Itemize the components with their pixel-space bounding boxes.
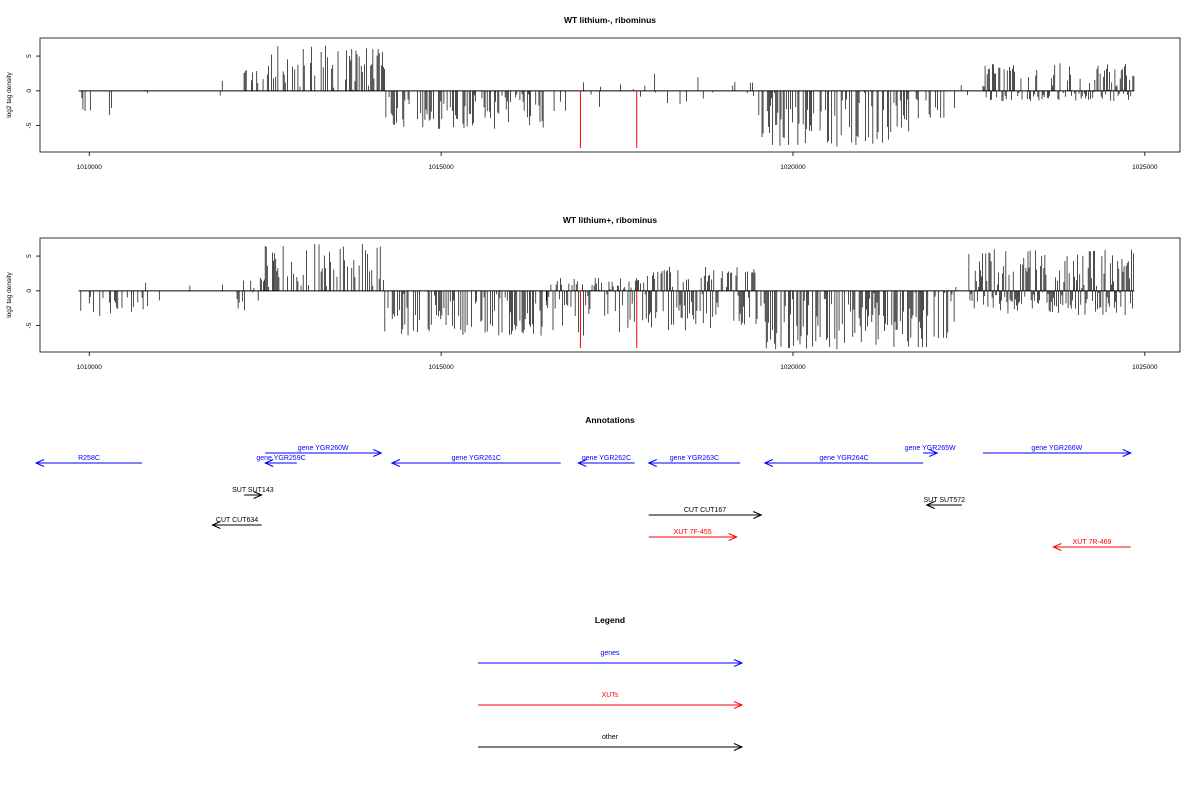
feature-arrow-head bbox=[390, 459, 401, 467]
y-tick-label: 5 bbox=[26, 254, 33, 258]
legend-label: genes bbox=[600, 650, 620, 657]
feature-label: gene YGR265W bbox=[905, 445, 956, 452]
x-tick-label: 1015000 bbox=[428, 364, 454, 371]
legend-label: other bbox=[602, 734, 619, 741]
feature-label: gene YGR260W bbox=[298, 445, 349, 452]
annotations-title: Annotations bbox=[585, 415, 635, 425]
x-tick-label: 1025000 bbox=[1132, 364, 1158, 371]
bar-series bbox=[81, 45, 1135, 147]
feature-arrow bbox=[577, 459, 635, 467]
feature-label: SUT SUT572 bbox=[924, 497, 966, 504]
feature-arrow-head bbox=[34, 459, 45, 467]
y-tick-label: -5 bbox=[26, 122, 33, 128]
legend-arrow bbox=[478, 701, 744, 709]
feature-arrow-head bbox=[647, 459, 657, 467]
x-tick-label: 1010000 bbox=[77, 364, 103, 371]
feature-arrow bbox=[648, 511, 763, 519]
feature-arrow-head bbox=[577, 459, 587, 467]
legend-arrow-head bbox=[733, 659, 744, 667]
feature-arrow bbox=[390, 459, 561, 467]
feature-arrow bbox=[265, 449, 383, 457]
feature-arrow bbox=[647, 459, 741, 467]
feature-arrow bbox=[925, 501, 962, 509]
feature-arrow bbox=[763, 459, 924, 467]
feature-arrow-head bbox=[211, 521, 221, 529]
signal-panel-lithium-plus: WT lithium+, ribominus log2 tag density … bbox=[6, 215, 1181, 371]
legend: Legend genes XUTs other bbox=[478, 615, 744, 751]
feature-arrow-head bbox=[1052, 543, 1062, 551]
bar-series bbox=[80, 244, 1134, 350]
feature-arrow-head bbox=[763, 459, 774, 467]
panel-title: WT lithium-, ribominus bbox=[564, 15, 656, 25]
feature-arrow bbox=[34, 459, 143, 467]
feature-label: XUT 7F-455 bbox=[674, 529, 712, 536]
plot-frame bbox=[39, 237, 1181, 353]
feature-label: R258C bbox=[78, 455, 100, 462]
feature-arrow bbox=[244, 491, 263, 499]
feature-label: gene YGR261C bbox=[452, 455, 501, 462]
feature-arrow bbox=[211, 521, 262, 529]
y-axis-label: log2 tag density bbox=[6, 71, 13, 117]
feature-label: gene YGR263C bbox=[670, 455, 719, 462]
x-tick-label: 1015000 bbox=[428, 164, 454, 171]
y-tick-label: 0 bbox=[26, 289, 33, 293]
legend-arrow bbox=[478, 659, 744, 667]
legend-arrow bbox=[478, 743, 744, 751]
legend-arrow-head bbox=[733, 701, 744, 709]
x-tick-label: 1020000 bbox=[780, 164, 806, 171]
legend-label: XUTs bbox=[602, 692, 619, 699]
feature-arrow-head bbox=[373, 449, 383, 457]
feature-arrow bbox=[648, 533, 738, 541]
y-tick-label: 0 bbox=[26, 89, 33, 93]
feature-arrow bbox=[982, 449, 1132, 457]
feature-label: CUT CUT634 bbox=[216, 517, 258, 524]
annotation-track: Annotations R258C gene YGR260W gene YGR259… bbox=[34, 415, 1132, 551]
feature-arrow bbox=[923, 449, 939, 457]
feature-arrow-head bbox=[753, 511, 763, 519]
feature-label: gene YGR264C bbox=[819, 455, 868, 462]
feature-arrow-head bbox=[1122, 449, 1132, 457]
legend-title: Legend bbox=[595, 615, 625, 625]
feature-arrow-head bbox=[728, 533, 738, 541]
signal-panel-lithium-minus: WT lithium-, ribominus log2 tag density … bbox=[6, 15, 1181, 171]
legend-arrow-head bbox=[733, 743, 744, 751]
panel-title: WT lithium+, ribominus bbox=[563, 215, 657, 225]
feature-label: gene YGR262C bbox=[582, 455, 631, 462]
feature-arrow-head bbox=[925, 501, 935, 509]
feature-label: SUT SUT143 bbox=[232, 487, 274, 494]
x-tick-label: 1020000 bbox=[780, 364, 806, 371]
y-tick-label: -5 bbox=[26, 322, 33, 328]
feature-arrow bbox=[263, 459, 297, 467]
plot-frame bbox=[39, 37, 1181, 153]
feature-arrow-head bbox=[263, 459, 274, 467]
feature-label: gene YGR259C bbox=[256, 455, 305, 462]
feature-label: XUT 7R-469 bbox=[1073, 539, 1112, 546]
feature-arrow-head bbox=[929, 449, 939, 457]
feature-arrow bbox=[1052, 543, 1131, 551]
feature-label: CUT CUT167 bbox=[684, 507, 726, 514]
y-tick-label: 5 bbox=[26, 54, 33, 58]
x-tick-label: 1010000 bbox=[77, 164, 103, 171]
x-tick-label: 1025000 bbox=[1132, 164, 1158, 171]
y-axis-label: log2 tag density bbox=[6, 271, 13, 317]
feature-arrow-head bbox=[253, 491, 263, 499]
feature-label: gene YGR266W bbox=[1031, 445, 1082, 452]
